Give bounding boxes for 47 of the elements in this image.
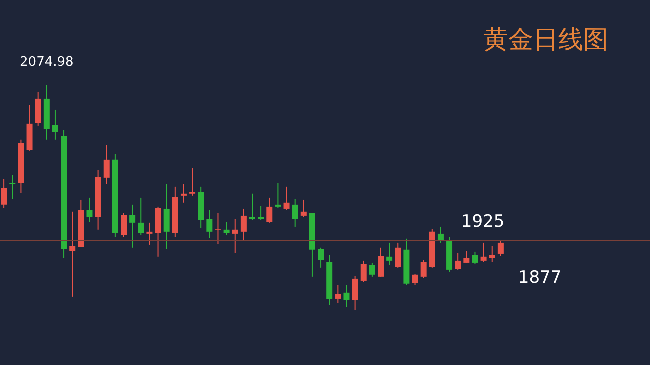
candlestick — [318, 247, 324, 268]
candlestick — [420, 260, 427, 279]
candlestick — [232, 218, 238, 254]
annotation: 1925 — [461, 212, 505, 232]
candlestick — [130, 204, 136, 248]
candlestick — [240, 208, 247, 241]
candlestick — [464, 250, 470, 264]
candlestick — [104, 144, 110, 184]
candlestick — [300, 199, 307, 218]
candlestick — [284, 186, 290, 211]
candlestick — [438, 226, 444, 244]
candlestick — [292, 198, 298, 228]
candlestick — [121, 212, 127, 238]
candlestick — [146, 222, 153, 246]
candlestick — [489, 246, 496, 263]
annotation: 2074.98 — [20, 55, 74, 70]
candlestick — [360, 260, 367, 283]
candlestick — [386, 242, 393, 266]
candlestick — [335, 284, 342, 304]
candlestick — [480, 242, 487, 263]
candlestick — [164, 184, 170, 250]
candlestick — [206, 210, 213, 238]
chart-title: 黄金日线图 — [484, 25, 608, 54]
candlestick — [378, 247, 384, 278]
candlestick — [369, 262, 376, 278]
candlestick — [455, 252, 462, 270]
candlestick — [498, 240, 504, 256]
candlestick — [190, 168, 196, 196]
candlestick — [1, 178, 8, 209]
candlestick — [258, 206, 264, 220]
candlestick — [472, 251, 478, 265]
candlestick — [412, 274, 418, 286]
candlestick — [395, 242, 402, 268]
candlestick — [180, 184, 187, 204]
candlestick — [52, 109, 58, 140]
candlestick — [344, 284, 350, 308]
candlestick — [70, 211, 76, 298]
candlestick — [138, 197, 144, 236]
candlestick — [215, 212, 222, 245]
candlestick — [275, 182, 282, 209]
text: 1877 — [518, 268, 562, 288]
candlestick — [86, 197, 93, 223]
candlestick — [10, 174, 16, 200]
candlestick — [352, 276, 358, 310]
candlestick — [266, 197, 273, 224]
candlestick — [250, 193, 256, 220]
candlestick — [224, 222, 230, 236]
